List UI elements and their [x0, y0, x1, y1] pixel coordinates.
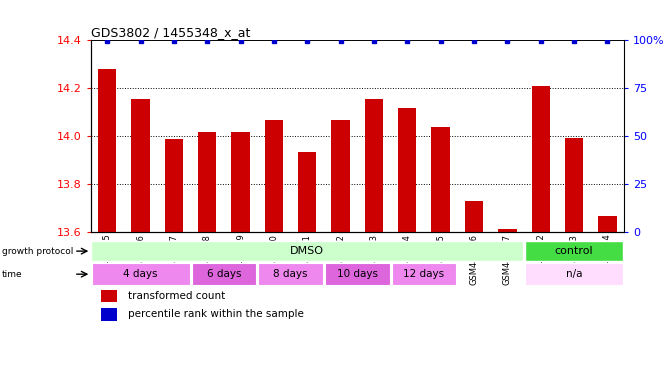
- Text: growth protocol: growth protocol: [2, 247, 73, 256]
- Bar: [465, 201, 483, 232]
- Bar: [598, 215, 617, 232]
- Text: 4 days: 4 days: [123, 269, 158, 279]
- Text: percentile rank within the sample: percentile rank within the sample: [128, 310, 304, 319]
- Text: 12 days: 12 days: [403, 269, 445, 279]
- Bar: [265, 119, 283, 232]
- Text: transformed count: transformed count: [128, 291, 225, 301]
- Bar: [101, 290, 117, 302]
- Bar: [101, 308, 117, 321]
- Bar: [165, 139, 183, 232]
- Bar: [98, 69, 117, 232]
- Bar: [525, 263, 623, 285]
- Bar: [91, 241, 523, 262]
- Text: 10 days: 10 days: [337, 269, 378, 279]
- Bar: [325, 263, 390, 285]
- Bar: [298, 152, 317, 232]
- Bar: [258, 263, 323, 285]
- Bar: [498, 229, 517, 232]
- Bar: [198, 132, 217, 232]
- Bar: [531, 86, 550, 232]
- Bar: [431, 127, 450, 232]
- Bar: [192, 263, 256, 285]
- Text: 8 days: 8 days: [273, 269, 308, 279]
- Text: n/a: n/a: [566, 269, 582, 279]
- Bar: [91, 263, 190, 285]
- Bar: [331, 119, 350, 232]
- Text: control: control: [555, 246, 593, 256]
- Bar: [132, 99, 150, 232]
- Bar: [565, 137, 583, 232]
- Bar: [392, 263, 456, 285]
- Text: GDS3802 / 1455348_x_at: GDS3802 / 1455348_x_at: [91, 26, 250, 39]
- Bar: [231, 132, 250, 232]
- Bar: [398, 108, 417, 232]
- Text: 6 days: 6 days: [207, 269, 241, 279]
- Text: DMSO: DMSO: [291, 246, 324, 256]
- Bar: [525, 241, 623, 262]
- Bar: [365, 99, 383, 232]
- Text: time: time: [2, 270, 23, 279]
